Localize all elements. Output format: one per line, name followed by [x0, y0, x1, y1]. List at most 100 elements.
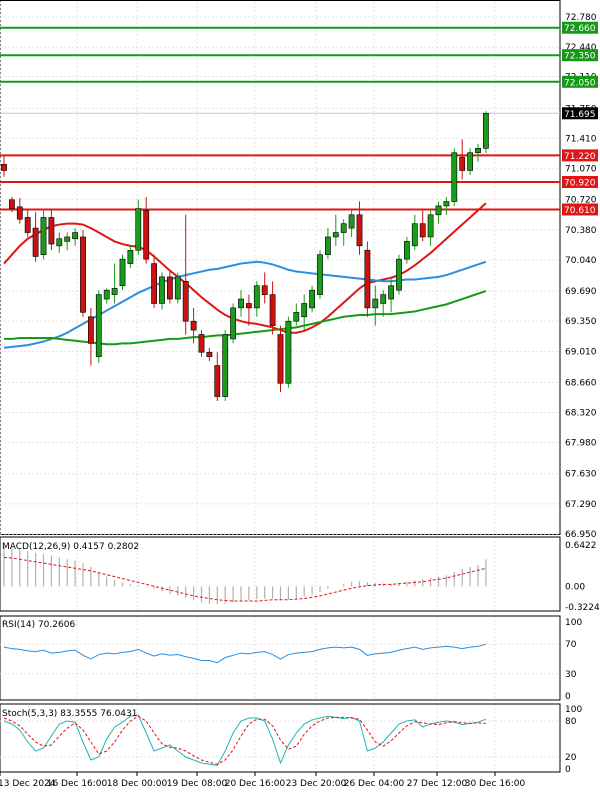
stoch-tick-label: 100 [565, 705, 582, 715]
candle-body [301, 303, 308, 318]
price-level-label: 71.220 [564, 152, 596, 162]
candle-body [475, 148, 481, 154]
candle-body [167, 276, 173, 300]
price-level-label: 72.350 [564, 52, 596, 62]
candle-body [230, 307, 236, 340]
candle-body [1, 163, 7, 171]
stoch-tick-label: 80 [565, 717, 577, 727]
price-level-badge [562, 75, 598, 88]
candle-body [214, 365, 221, 397]
rsi-frame [0, 615, 561, 701]
candle-body [427, 214, 434, 238]
candle-body [459, 156, 466, 171]
candle-body [222, 334, 229, 397]
candle-body [72, 232, 78, 240]
price-tick-label: 70.380 [565, 226, 597, 236]
price-tick-label: 72.440 [565, 43, 597, 53]
candle-body [56, 238, 63, 247]
candle-body [277, 334, 284, 384]
candle-body [16, 206, 23, 220]
price-level-label: 72.660 [564, 24, 596, 34]
candle-body [435, 205, 442, 216]
candle-body [9, 199, 15, 209]
price-tick-label: 68.660 [565, 378, 597, 388]
macd-frame [0, 536, 561, 612]
price-tick-label: 68.320 [565, 409, 597, 419]
candle-body [419, 223, 426, 238]
time-label: 16 Dec 16:00 [47, 779, 108, 789]
candle-body [285, 320, 292, 384]
stoch-label: Stoch(5,3,3) 83.3555 76.0431 [2, 709, 137, 719]
rsi-tick-label: 0 [565, 692, 571, 702]
candle-body [467, 152, 473, 171]
rsi-tick-label: 30 [565, 670, 577, 680]
price-tick-label: 69.690 [565, 287, 597, 297]
candle-body [348, 214, 355, 229]
macd-label: MACD(12,26,9) 0.4157 0.2802 [2, 542, 139, 552]
price-tick-label: 66.950 [565, 530, 597, 540]
macd-tick-label: -0.3224 [565, 603, 600, 613]
time-label: 20 Dec 16:00 [225, 779, 286, 789]
price-tick-label: 71.070 [565, 165, 597, 175]
ma-line-ma-slow [4, 290, 487, 346]
stoch-frame [0, 703, 561, 773]
stoch-tick-label: 20 [565, 753, 577, 763]
time-label: 26 Dec 04:00 [344, 779, 405, 789]
time-label: 13 Dec 2024 [0, 779, 56, 789]
current-price-badge [562, 107, 598, 120]
price-tick-label: 71.410 [565, 135, 597, 145]
stoch-d-line [3, 715, 486, 765]
price-tick-label: 69.010 [565, 347, 597, 357]
candle-body [24, 217, 31, 233]
candle-body [174, 276, 181, 300]
candle-body [103, 289, 110, 300]
ma-line-ma-mid [3, 260, 487, 349]
candle-body [238, 298, 244, 309]
rsi-panel: 100 70 30 0 [0, 615, 582, 702]
time-label: 27 Dec 12:00 [407, 779, 468, 789]
candle-body [32, 227, 39, 257]
candle-body [482, 112, 489, 149]
candle-body [111, 288, 118, 295]
rsi-line [3, 643, 487, 664]
stoch-panel: 100 80 20 0 [0, 703, 582, 775]
macd-panel: 0.6422 0.00 -0.3224 [0, 536, 600, 613]
price-level-badge [562, 175, 598, 188]
price-level-badge [562, 203, 598, 216]
candle-body [135, 208, 142, 251]
candle-body [396, 258, 402, 291]
price-level-badge [562, 149, 598, 162]
price-tick-label: 72.780 [565, 13, 597, 23]
candle-body [411, 223, 418, 247]
candle-body [372, 298, 379, 309]
price-level-badge [562, 49, 598, 62]
candle-body [451, 152, 458, 202]
candle-body [261, 285, 268, 295]
ma-line-ma-fast [3, 202, 487, 334]
candle-body [143, 210, 150, 260]
candle-body [206, 351, 213, 357]
stoch-k-line [3, 714, 487, 766]
candle-body [356, 214, 363, 247]
candle-body [246, 303, 252, 309]
price-panel: 72.78072.44072.11071.75071.41071.07070.7… [0, 0, 598, 772]
candle-body [388, 285, 394, 300]
candle-body [127, 249, 134, 264]
candle-body [88, 316, 94, 344]
candle-body [119, 258, 126, 287]
candle-body [340, 223, 347, 233]
stoch-tick-label: 0 [565, 765, 571, 775]
candle-body [380, 294, 387, 304]
time-label: 30 Dec 16:00 [465, 779, 526, 789]
candle-body [332, 232, 339, 238]
price-level-badge [562, 21, 598, 34]
candle-body [198, 334, 205, 353]
candle-body [182, 280, 189, 322]
price-tick-label: 70.720 [565, 196, 597, 206]
candle-body [95, 294, 102, 357]
price-level-label: 70.920 [564, 178, 596, 188]
price-tick-label: 67.980 [565, 439, 597, 449]
